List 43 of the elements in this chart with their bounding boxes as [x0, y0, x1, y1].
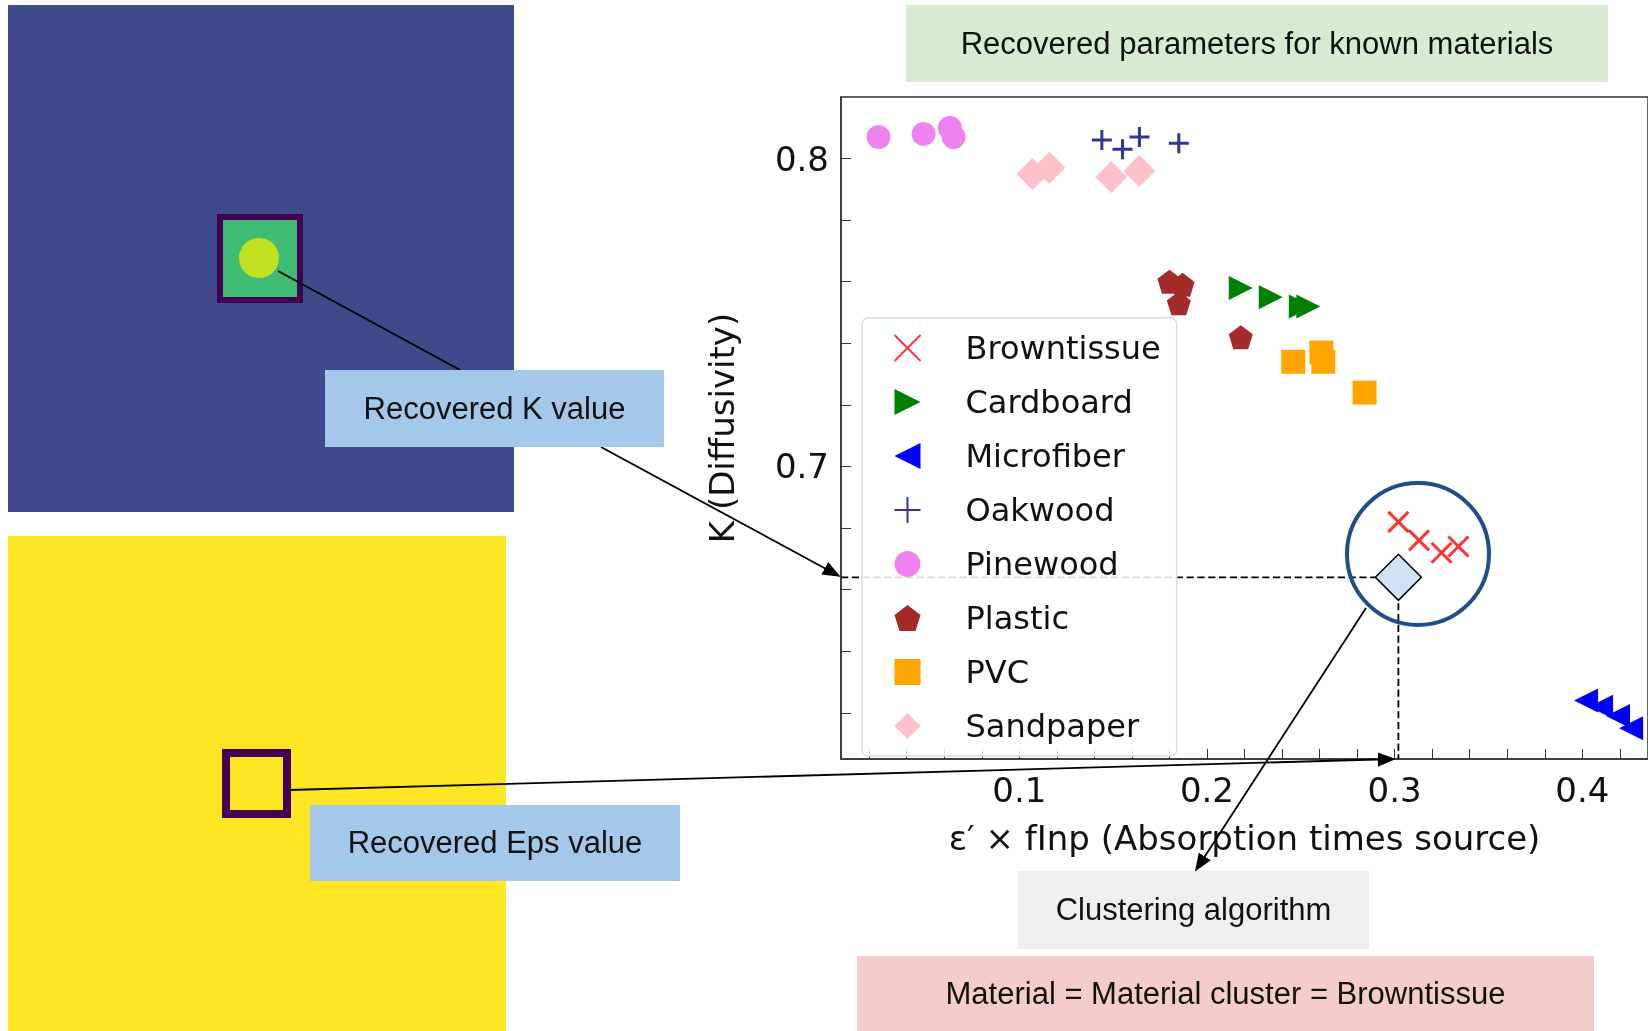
- point: [1167, 131, 1191, 155]
- legend-label: Browntissue: [965, 329, 1161, 367]
- point: [1258, 285, 1283, 310]
- point: [866, 125, 891, 150]
- point: [1296, 294, 1321, 319]
- point: [1166, 291, 1191, 316]
- y-tick-label: 0.8: [774, 138, 829, 179]
- x-tick-label: 0.3: [1367, 770, 1422, 810]
- text: Material = Material cluster = Browntissue: [857, 956, 1594, 1031]
- legend-label: Pinewood: [965, 545, 1119, 583]
- point: [911, 121, 936, 146]
- point: [1281, 349, 1306, 374]
- point: [1619, 716, 1644, 741]
- x-tick-label: 0.2: [1179, 770, 1234, 810]
- point: [1311, 349, 1336, 374]
- text: Recovered Eps value: [310, 805, 680, 881]
- point: [1386, 510, 1410, 534]
- y-axis-title: K (Diffusivity): [702, 312, 742, 544]
- legend-label: Oakwood: [965, 491, 1115, 529]
- y-tick-label: 0.7: [774, 446, 829, 487]
- x-tick-label: 0.4: [1555, 770, 1610, 810]
- legend-label: Cardboard: [965, 383, 1133, 421]
- point: [1123, 154, 1156, 187]
- text: Clustering algorithm: [1018, 871, 1369, 949]
- point: [941, 125, 966, 150]
- legend-label: Microfiber: [965, 437, 1126, 475]
- point: [1352, 380, 1377, 405]
- point: [1228, 325, 1253, 350]
- point: [1095, 161, 1128, 194]
- point: [1127, 125, 1151, 149]
- legend-label: Plastic: [965, 599, 1069, 637]
- point: [1430, 541, 1454, 565]
- legend-label: Sandpaper: [965, 707, 1140, 745]
- point: [1446, 535, 1470, 559]
- point: [1605, 703, 1630, 728]
- text: Recovered K value: [325, 370, 664, 447]
- point: [1228, 275, 1253, 300]
- x-tick-label: 0.1: [992, 770, 1047, 810]
- chart-title: Recovered parameters for known materials: [906, 5, 1608, 82]
- legend-label: PVC: [965, 653, 1030, 691]
- point: [1090, 128, 1114, 152]
- point: [1407, 528, 1431, 552]
- point: [1111, 137, 1135, 161]
